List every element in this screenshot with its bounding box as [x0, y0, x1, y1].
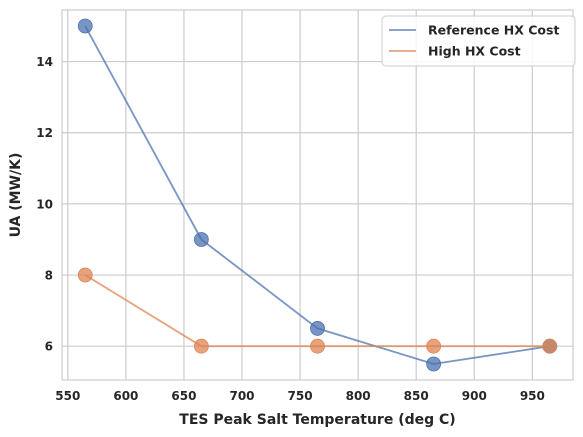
series-1: [77, 18, 558, 372]
y-tick-label: 8: [45, 269, 53, 283]
y-tick-label: 14: [36, 55, 53, 69]
data-point: [77, 267, 93, 283]
x-tick-label: 900: [462, 389, 487, 403]
y-axis-label: UA (MW/K): [8, 153, 24, 238]
data-point: [310, 338, 325, 354]
x-tick-label: 850: [404, 389, 429, 403]
y-tick-label: 6: [45, 340, 53, 354]
legend-box: [381, 15, 576, 67]
x-tick-label: 700: [229, 389, 254, 403]
data-point: [542, 338, 558, 354]
x-tick-label: 950: [520, 389, 545, 403]
legend: Reference HX Cost High HX Cost: [381, 15, 576, 67]
series-2: [77, 267, 558, 354]
data-point: [310, 321, 325, 336]
data-point: [193, 338, 209, 354]
x-tick-label: 650: [171, 389, 196, 403]
x-tick-label: 550: [55, 389, 80, 403]
x-tick-label: 750: [288, 389, 313, 403]
x-tick-label: 800: [346, 389, 371, 403]
data-point: [426, 338, 442, 354]
data-point: [426, 356, 442, 372]
x-axis-label: TES Peak Salt Temperature (deg C): [179, 412, 455, 428]
plot-frame: [61, 9, 574, 381]
ticks: 550 600 650 700 750 800 850 900 950 6 8 10 12 14: [36, 55, 545, 403]
legend-label: Reference HX Cost: [428, 23, 559, 38]
data-point: [77, 18, 93, 34]
legend-label: High HX Cost: [428, 44, 521, 59]
y-tick-label: 12: [36, 126, 53, 140]
series: [77, 18, 558, 372]
x-tick-label: 600: [113, 389, 138, 403]
data-point: [193, 232, 209, 247]
y-tick-label: 10: [36, 197, 53, 211]
